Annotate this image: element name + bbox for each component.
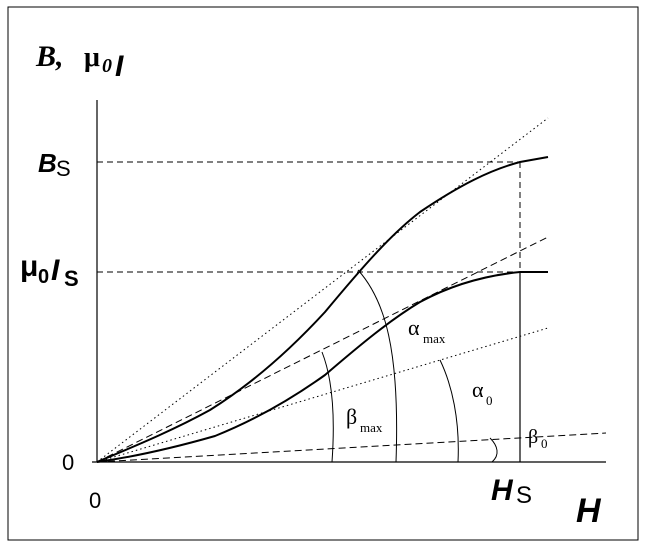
tick-hs-main: H xyxy=(491,474,514,507)
tick-mu0is-mu: μ xyxy=(20,250,38,283)
y-axis-label-mu: μ xyxy=(84,42,100,73)
alpha-max-arc xyxy=(357,269,398,463)
label-beta-0: β xyxy=(528,426,538,448)
tick-mu0is-sub0: 0 xyxy=(38,266,49,288)
beta-0-arc xyxy=(489,437,498,463)
x-axis-label: H xyxy=(576,492,602,530)
tick-hs-sub: S xyxy=(516,482,532,509)
label-alpha-0-sub: 0 xyxy=(486,393,493,408)
label-beta-max: β xyxy=(346,404,357,429)
alpha-0-arc xyxy=(439,359,459,463)
label-alpha-max-sub: max xyxy=(423,331,446,346)
label-beta-0-sub: 0 xyxy=(541,436,548,451)
origin-y-label: 0 xyxy=(62,450,74,475)
label-beta-max-sub: max xyxy=(360,420,383,435)
tick-bs-main: B xyxy=(38,148,57,178)
label-alpha-max: α xyxy=(408,315,420,340)
label-alpha-0: α xyxy=(472,377,484,402)
tick-bs-sub: S xyxy=(56,156,71,181)
y-axis-label-i: I xyxy=(115,50,124,83)
beta-max-arc xyxy=(321,351,334,463)
tick-mu0is-i: I xyxy=(51,254,60,287)
beta-0-line xyxy=(96,432,607,463)
y-axis-label-b: B, xyxy=(35,40,64,73)
alpha-0-line xyxy=(96,327,549,463)
alpha-max-line xyxy=(96,117,549,463)
tick-mu0is-subs: S xyxy=(64,266,79,291)
y-axis-label-mu-sub: 0 xyxy=(102,55,112,77)
b-curve xyxy=(96,156,549,463)
origin-x-label: 0 xyxy=(89,488,101,513)
beta-max-line xyxy=(96,236,549,463)
mu0i-curve xyxy=(96,271,548,463)
border xyxy=(7,6,639,541)
